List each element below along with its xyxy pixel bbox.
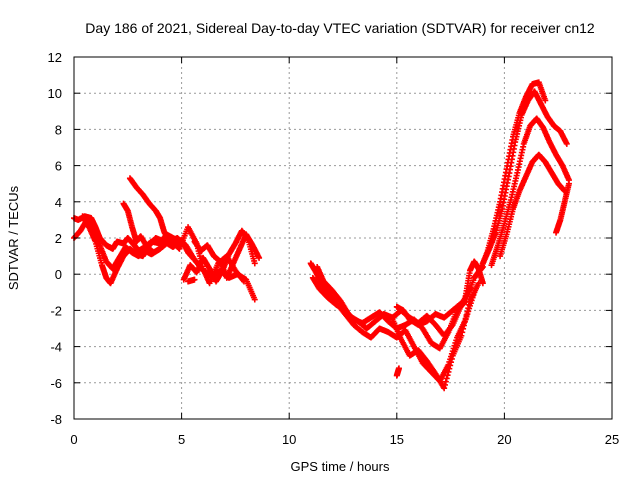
data-point bbox=[448, 355, 455, 362]
data-point bbox=[442, 378, 449, 385]
series-arc-r bbox=[553, 180, 572, 236]
data-point bbox=[460, 322, 467, 329]
series-arc-l bbox=[393, 300, 465, 328]
x-tick-label: 20 bbox=[497, 432, 511, 447]
data-point bbox=[458, 300, 465, 307]
x-tick-label: 5 bbox=[178, 432, 185, 447]
y-tick-label: -4 bbox=[50, 340, 62, 355]
data-point bbox=[395, 365, 402, 372]
data-point bbox=[441, 385, 448, 392]
data-point bbox=[479, 280, 486, 287]
data-point bbox=[445, 368, 452, 375]
axis-ticks bbox=[73, 56, 613, 420]
data-point bbox=[461, 318, 468, 325]
x-tick-label: 25 bbox=[605, 432, 619, 447]
y-tick-label: -6 bbox=[50, 376, 62, 391]
data-point bbox=[465, 305, 472, 312]
data-point bbox=[443, 375, 450, 382]
x-tick-labels: 0 5 10 15 20 25 bbox=[70, 432, 619, 447]
series-arc-p bbox=[497, 151, 568, 260]
data-point bbox=[256, 254, 263, 261]
y-tick-label: 2 bbox=[55, 231, 62, 246]
y-tick-label: -8 bbox=[50, 412, 62, 427]
data-point bbox=[462, 315, 469, 322]
data-point bbox=[466, 301, 473, 308]
data-point bbox=[459, 329, 466, 336]
data-point bbox=[444, 372, 451, 379]
data-point bbox=[464, 308, 471, 315]
y-tick-label: 12 bbox=[48, 50, 62, 65]
data-point bbox=[448, 359, 455, 366]
data-point bbox=[460, 325, 467, 332]
y-tick-label: -2 bbox=[50, 303, 62, 318]
series-arc-g bbox=[191, 231, 263, 281]
x-axis-label: GPS time / hours bbox=[291, 459, 390, 474]
series-arc-o bbox=[488, 115, 572, 269]
y-tick-label: 8 bbox=[55, 122, 62, 137]
data-point bbox=[446, 365, 453, 372]
series-arc-n bbox=[479, 88, 570, 267]
data-point bbox=[191, 276, 198, 283]
data-point bbox=[448, 322, 455, 329]
y-axis-label: SDTVAR / TECUs bbox=[6, 185, 21, 290]
data-point bbox=[458, 332, 465, 339]
y-tick-label: 0 bbox=[55, 267, 62, 282]
series-arc-k bbox=[389, 280, 482, 392]
y-tick-label: 6 bbox=[55, 159, 62, 174]
data-point bbox=[542, 97, 549, 104]
x-tick-label: 0 bbox=[70, 432, 77, 447]
data-series bbox=[71, 79, 572, 392]
series-arc-q bbox=[462, 258, 486, 299]
data-point bbox=[463, 312, 470, 319]
series-arc-s bbox=[185, 276, 198, 285]
chart-title: Day 186 of 2021, Sidereal Day-to-day VTE… bbox=[85, 20, 595, 36]
data-point bbox=[251, 296, 258, 303]
series-arc-e bbox=[120, 200, 248, 287]
x-tick-label: 15 bbox=[390, 432, 404, 447]
y-tick-label: 4 bbox=[55, 195, 62, 210]
data-point bbox=[563, 140, 570, 147]
data-point bbox=[442, 381, 449, 388]
x-tick-label: 10 bbox=[282, 432, 296, 447]
y-tick-label: 10 bbox=[48, 86, 62, 101]
data-point bbox=[565, 180, 572, 187]
series-arc-t bbox=[393, 365, 402, 379]
y-tick-labels: -8 -6 -4 -2 0 2 4 6 8 10 12 bbox=[48, 50, 62, 427]
data-point bbox=[241, 278, 248, 285]
data-point bbox=[447, 362, 454, 369]
data-point bbox=[240, 277, 247, 284]
data-point bbox=[251, 260, 258, 267]
